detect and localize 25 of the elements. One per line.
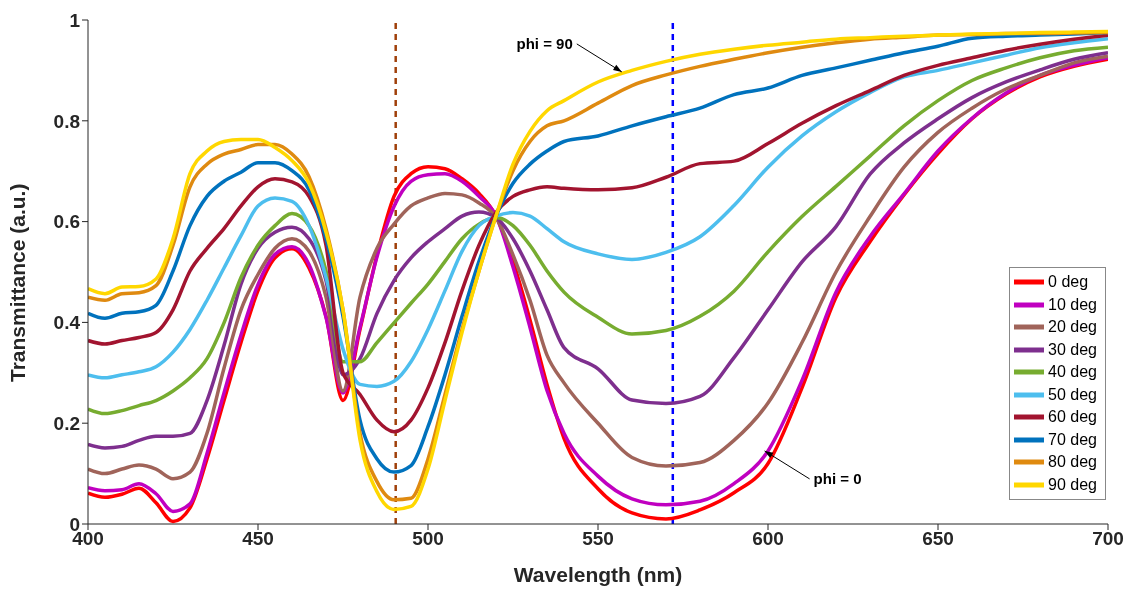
y-tick-label: 0.8 <box>53 110 80 132</box>
y-tick-label: 0.6 <box>53 211 80 233</box>
y-tick-label: 0.2 <box>53 412 80 434</box>
legend-label: 30 deg <box>1048 340 1097 359</box>
x-tick-label: 500 <box>412 528 444 550</box>
legend-label: 90 deg <box>1048 475 1097 494</box>
x-tick-label: 550 <box>582 528 614 550</box>
y-tick-label: 1 <box>69 9 81 31</box>
legend-label: 50 deg <box>1048 385 1097 404</box>
legend-label: 70 deg <box>1048 430 1097 449</box>
y-tick-label: 0.4 <box>53 312 81 334</box>
legend-label: 0 deg <box>1048 273 1089 292</box>
x-tick-label: 650 <box>922 528 954 550</box>
legend-label: 80 deg <box>1048 453 1097 472</box>
x-tick-label: 700 <box>1092 528 1124 550</box>
x-axis-title: Wavelength (nm) <box>513 563 683 586</box>
legend-label: 10 deg <box>1048 295 1097 314</box>
annotation: phi = 0 <box>813 469 862 487</box>
legend-label: 20 deg <box>1048 318 1097 337</box>
annotation: phi = 90 <box>516 34 573 52</box>
x-tick-label: 450 <box>242 528 274 550</box>
legend-label: 40 deg <box>1048 363 1097 382</box>
legend-label: 60 deg <box>1048 408 1097 427</box>
y-axis-title: Transmittance (a.u.) <box>6 183 30 382</box>
x-tick-label: 600 <box>752 528 784 550</box>
